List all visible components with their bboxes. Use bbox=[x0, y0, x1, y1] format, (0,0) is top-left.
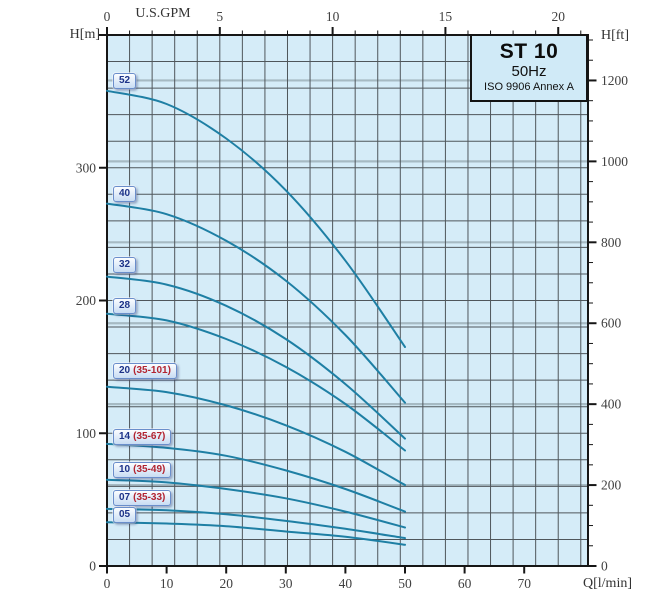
bottom-tick-label: 60 bbox=[458, 576, 472, 591]
curve-10 bbox=[106, 478, 406, 529]
bottom-tick-label: 50 bbox=[398, 576, 412, 591]
bottom-tick-label: 30 bbox=[279, 576, 293, 591]
badge-stage-number: 40 bbox=[119, 187, 131, 199]
curve-badge-07: 07 (35-33) bbox=[113, 489, 172, 506]
title-box: ST 10 50Hz ISO 9906 Annex A bbox=[470, 34, 588, 102]
curve-badge-32: 32 bbox=[113, 256, 137, 273]
right-tick-label: 600 bbox=[601, 316, 622, 331]
badge-stage-range: (35-49) bbox=[133, 463, 166, 475]
curve-14 bbox=[106, 442, 406, 513]
top-axis-unit-label: U.S.GPM bbox=[135, 6, 191, 21]
bottom-tick-label: 70 bbox=[517, 576, 531, 591]
badge-stage-number: 28 bbox=[119, 299, 131, 311]
right-axis-unit-label: H[ft] bbox=[601, 28, 629, 43]
chart-standard: ISO 9906 Annex A bbox=[484, 81, 574, 93]
right-tick-label: 400 bbox=[601, 397, 622, 412]
curve-badge-52: 52 bbox=[113, 72, 137, 89]
right-tick-label: 1000 bbox=[601, 154, 628, 169]
left-tick-label: 0 bbox=[89, 559, 96, 574]
curve-badge-05: 05 bbox=[113, 507, 137, 524]
curve-05 bbox=[106, 521, 406, 546]
badge-stage-range: (35-67) bbox=[133, 430, 166, 442]
left-tick-label: 100 bbox=[76, 426, 97, 441]
left-tick-label: 300 bbox=[76, 160, 97, 175]
top-tick-label: 10 bbox=[326, 9, 340, 24]
curve-07 bbox=[106, 507, 406, 540]
badge-stage-number: 07 bbox=[119, 491, 131, 503]
chart-title: ST 10 bbox=[499, 40, 559, 63]
bottom-axis-unit-label: Q[l/min] bbox=[583, 576, 632, 591]
badge-stage-range: (35-101) bbox=[133, 364, 171, 376]
curve-badge-10: 10 (35-49) bbox=[113, 461, 172, 478]
badge-stage-range: (35-33) bbox=[133, 491, 166, 503]
curve-badge-28: 28 bbox=[113, 297, 137, 314]
badge-stage-number: 10 bbox=[119, 463, 131, 475]
bottom-tick-label: 0 bbox=[104, 576, 111, 591]
badge-stage-number: 20 bbox=[119, 364, 131, 376]
curve-badge-14: 14 (35-67) bbox=[113, 428, 172, 445]
right-tick-label: 1200 bbox=[601, 73, 628, 88]
chart-frequency: 50Hz bbox=[511, 63, 547, 80]
badge-stage-number: 05 bbox=[119, 509, 131, 521]
top-tick-label: 5 bbox=[216, 9, 223, 24]
badge-stage-number: 32 bbox=[119, 258, 131, 270]
left-axis-unit-label: H[m] bbox=[69, 27, 100, 42]
curve-40 bbox=[106, 202, 406, 404]
top-tick-label: 20 bbox=[551, 9, 565, 24]
right-tick-label: 800 bbox=[601, 235, 622, 250]
curve-badge-20: 20 (35-101) bbox=[113, 362, 177, 379]
bottom-tick-label: 40 bbox=[339, 576, 353, 591]
badge-stage-number: 52 bbox=[119, 74, 131, 86]
right-tick-label: 0 bbox=[601, 559, 608, 574]
top-tick-label: 0 bbox=[104, 9, 111, 24]
bottom-tick-label: 20 bbox=[219, 576, 233, 591]
top-tick-label: 15 bbox=[439, 9, 453, 24]
badge-stage-number: 14 bbox=[119, 430, 131, 442]
right-tick-label: 200 bbox=[601, 478, 622, 493]
bottom-tick-label: 10 bbox=[160, 576, 174, 591]
curve-52 bbox=[106, 89, 406, 348]
curve-28 bbox=[106, 312, 406, 452]
curve-badge-40: 40 bbox=[113, 185, 137, 202]
curve-20 bbox=[106, 385, 406, 486]
curve-32 bbox=[106, 275, 406, 440]
left-tick-label: 200 bbox=[76, 293, 97, 308]
